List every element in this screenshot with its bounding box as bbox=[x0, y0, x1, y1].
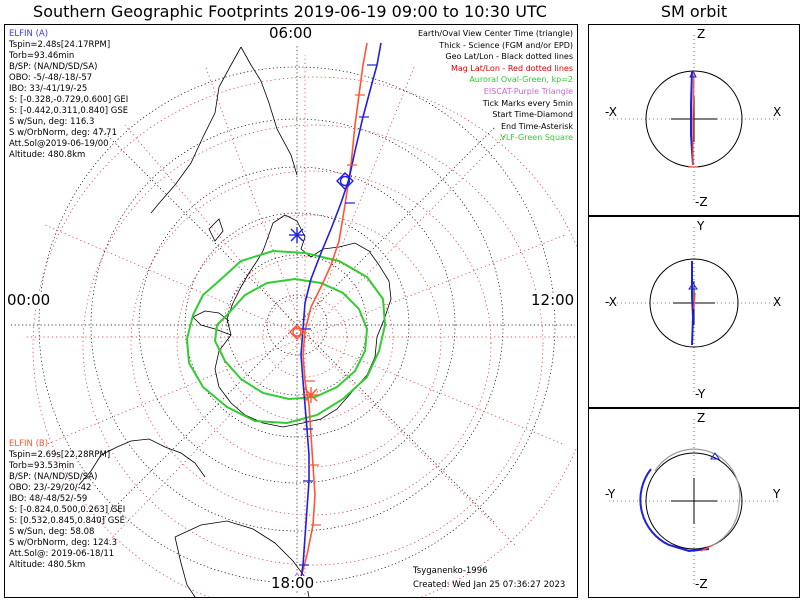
elfin-a-line: OBO: -5/-48/-18/-57 bbox=[9, 73, 93, 83]
elfin-b-line: S w/OrbNorm, deg: 124.3 bbox=[9, 538, 118, 548]
legend-item: Geo Lat/Lon - Black dotted lines bbox=[445, 52, 573, 62]
elfin-a-line: Torb=93.46min bbox=[9, 51, 75, 61]
footprint-map: 06:00 00:00 12:00 18:00 ELFIN (A) Tspin=… bbox=[4, 24, 578, 598]
map-canvas bbox=[9, 42, 577, 597]
australia-coast bbox=[174, 520, 310, 597]
sm-xy-right-label: X bbox=[773, 295, 782, 309]
elfin-b-line: S: [0.532,0.845,0.840] GSE bbox=[9, 516, 126, 526]
elfin-b-line: Tspin=2.69s[22.28RPM] bbox=[9, 450, 111, 460]
elfin-a-line: S w/OrbNorm, deg: 47.71 bbox=[9, 128, 118, 138]
sm-yz-elfin-b bbox=[700, 544, 714, 552]
elfin-b-line: IBO: 48/-48/52/-59 bbox=[9, 494, 88, 504]
elfin-b-track bbox=[298, 42, 368, 586]
time-label-right: 12:00 bbox=[531, 291, 575, 309]
auroral-oval-inner bbox=[213, 277, 369, 401]
page-title: Southern Geographic Footprints 2019-06-1… bbox=[33, 2, 547, 21]
sm-panel-xy: Y -Y -X X bbox=[588, 216, 800, 408]
sm-xy-bottom-label: -Y bbox=[695, 387, 706, 401]
sm-orbit-title: SM orbit bbox=[660, 2, 728, 21]
sm-xz-left-label: -X bbox=[605, 105, 617, 119]
elfin-b-line: S: [-0.824,0.500,0.263] GEI bbox=[9, 505, 126, 515]
created-label: Created: Wed Jan 25 07:36:27 2023 bbox=[413, 580, 566, 590]
elfin-a-line: S w/Sun, deg: 116.3 bbox=[9, 117, 95, 127]
mag-grid bbox=[25, 55, 577, 597]
model-label: Tsyganenko-1996 bbox=[413, 566, 488, 576]
antarctic-peninsula bbox=[192, 310, 232, 336]
elfin-b-start-diamond bbox=[289, 324, 305, 340]
legend-item: Auroral Oval-Green, kp=2 bbox=[469, 75, 573, 85]
elfin-b-line: B/SP: (NA/ND/SD/SA) bbox=[9, 472, 98, 482]
legend: Earth/Oval View Center Time (triangle) T… bbox=[418, 28, 573, 144]
elfin-b-info: ELFIN (B) Tspin=2.69s[22.28RPM] Torb=93.… bbox=[9, 439, 125, 571]
geo-grid bbox=[9, 45, 575, 595]
legend-item: Thick - Science (FGM and/or EPD) bbox=[439, 40, 573, 50]
elfin-a-ticks bbox=[299, 64, 377, 566]
legend-item: Tick Marks every 5min bbox=[482, 98, 573, 108]
elfin-a-line: Altitude: 480.8km bbox=[9, 150, 86, 160]
elfin-b-line: Torb=93.53min bbox=[9, 461, 75, 471]
sm-yz-bottom-label: -Z bbox=[695, 577, 708, 591]
sm-yz-right-label: Y bbox=[773, 487, 781, 501]
elfin-b-end-asterisk bbox=[303, 387, 319, 403]
sm-yz-left-label: -Y bbox=[605, 487, 616, 501]
sm-xz-elfin-a bbox=[690, 70, 694, 166]
south-america-coast bbox=[150, 46, 298, 214]
sm-xz-plot bbox=[609, 35, 779, 203]
legend-item: Start Time-Diamond bbox=[492, 110, 573, 120]
legend-item: End Time-Asterisk bbox=[500, 121, 573, 131]
elfin-a-line: Att.Sol@2019-06-19/00 bbox=[9, 139, 109, 149]
legend-item: VLF-Green Square bbox=[500, 133, 573, 143]
time-label-bottom: 18:00 bbox=[271, 574, 315, 592]
sm-yz-elfin-a bbox=[639, 468, 710, 553]
legend-item: Earth/Oval View Center Time (triangle) bbox=[417, 29, 573, 38]
sm-xz-right-label: X bbox=[773, 105, 782, 119]
elfin-a-line: S: [-0.328,-0.729,0.600] GEI bbox=[9, 95, 129, 105]
elfin-a-line: B/SP: (NA/ND/SD/SA) bbox=[9, 62, 98, 72]
sm-panel-xz: Z -Z -X X bbox=[588, 24, 800, 216]
elfin-a-start-diamond bbox=[336, 172, 354, 190]
sm-xy-elfin-a bbox=[691, 261, 695, 346]
sm-xy-plot bbox=[609, 227, 779, 395]
elfin-b-line: Altitude: 480.5km bbox=[9, 560, 86, 570]
legend-item: Mag Lat/Lon - Red dotted lines bbox=[450, 63, 573, 73]
elfin-b-line: S w/Sun, deg: 58.08 bbox=[9, 527, 95, 537]
sm-xy-top-label: Y bbox=[697, 219, 705, 233]
elfin-a-info: ELFIN (A) Tspin=2.48s[24.17RPM] Torb=93.… bbox=[9, 29, 128, 161]
nz-coast bbox=[208, 218, 224, 242]
elfin-b-line: OBO: 23/-29/20/-42 bbox=[9, 483, 92, 493]
elfin-b-title: ELFIN (B) bbox=[9, 439, 49, 449]
sm-xy-left-label: -X bbox=[605, 295, 617, 309]
sm-xz-top-label: Z bbox=[697, 27, 706, 41]
sm-yz-plot bbox=[609, 419, 779, 585]
sm-xy-elfin-b bbox=[693, 292, 696, 310]
elfin-a-line: Tspin=2.48s[24.17RPM] bbox=[9, 40, 111, 50]
sm-yz-top-label: Z bbox=[697, 411, 706, 425]
elfin-a-track bbox=[298, 42, 382, 592]
sm-xz-elfin-b bbox=[692, 70, 695, 165]
time-label-top: 06:00 bbox=[269, 24, 313, 42]
elfin-b-ticks bbox=[305, 94, 365, 526]
africa-coast bbox=[78, 438, 206, 486]
auroral-oval-outer bbox=[185, 249, 387, 425]
elfin-a-line: S: [-0.442,0.311,0.840] GSE bbox=[9, 106, 129, 116]
elfin-a-line: IBO: 33/-41/19/-25 bbox=[9, 84, 88, 94]
sm-panel-yz: Z -Z -Y Y bbox=[588, 408, 800, 598]
time-label-left: 00:00 bbox=[7, 291, 51, 309]
elfin-b-line: Att.Sol@: 2019-06-18/11 bbox=[9, 549, 115, 559]
elfin-a-end-asterisk bbox=[289, 227, 305, 243]
legend-item: EISCAT-Purple Triangle bbox=[483, 86, 573, 96]
sm-yz-elfin-b-orbit bbox=[654, 448, 741, 546]
elfin-a-title: ELFIN (A) bbox=[9, 29, 49, 39]
sm-xz-bottom-label: -Z bbox=[695, 195, 708, 209]
